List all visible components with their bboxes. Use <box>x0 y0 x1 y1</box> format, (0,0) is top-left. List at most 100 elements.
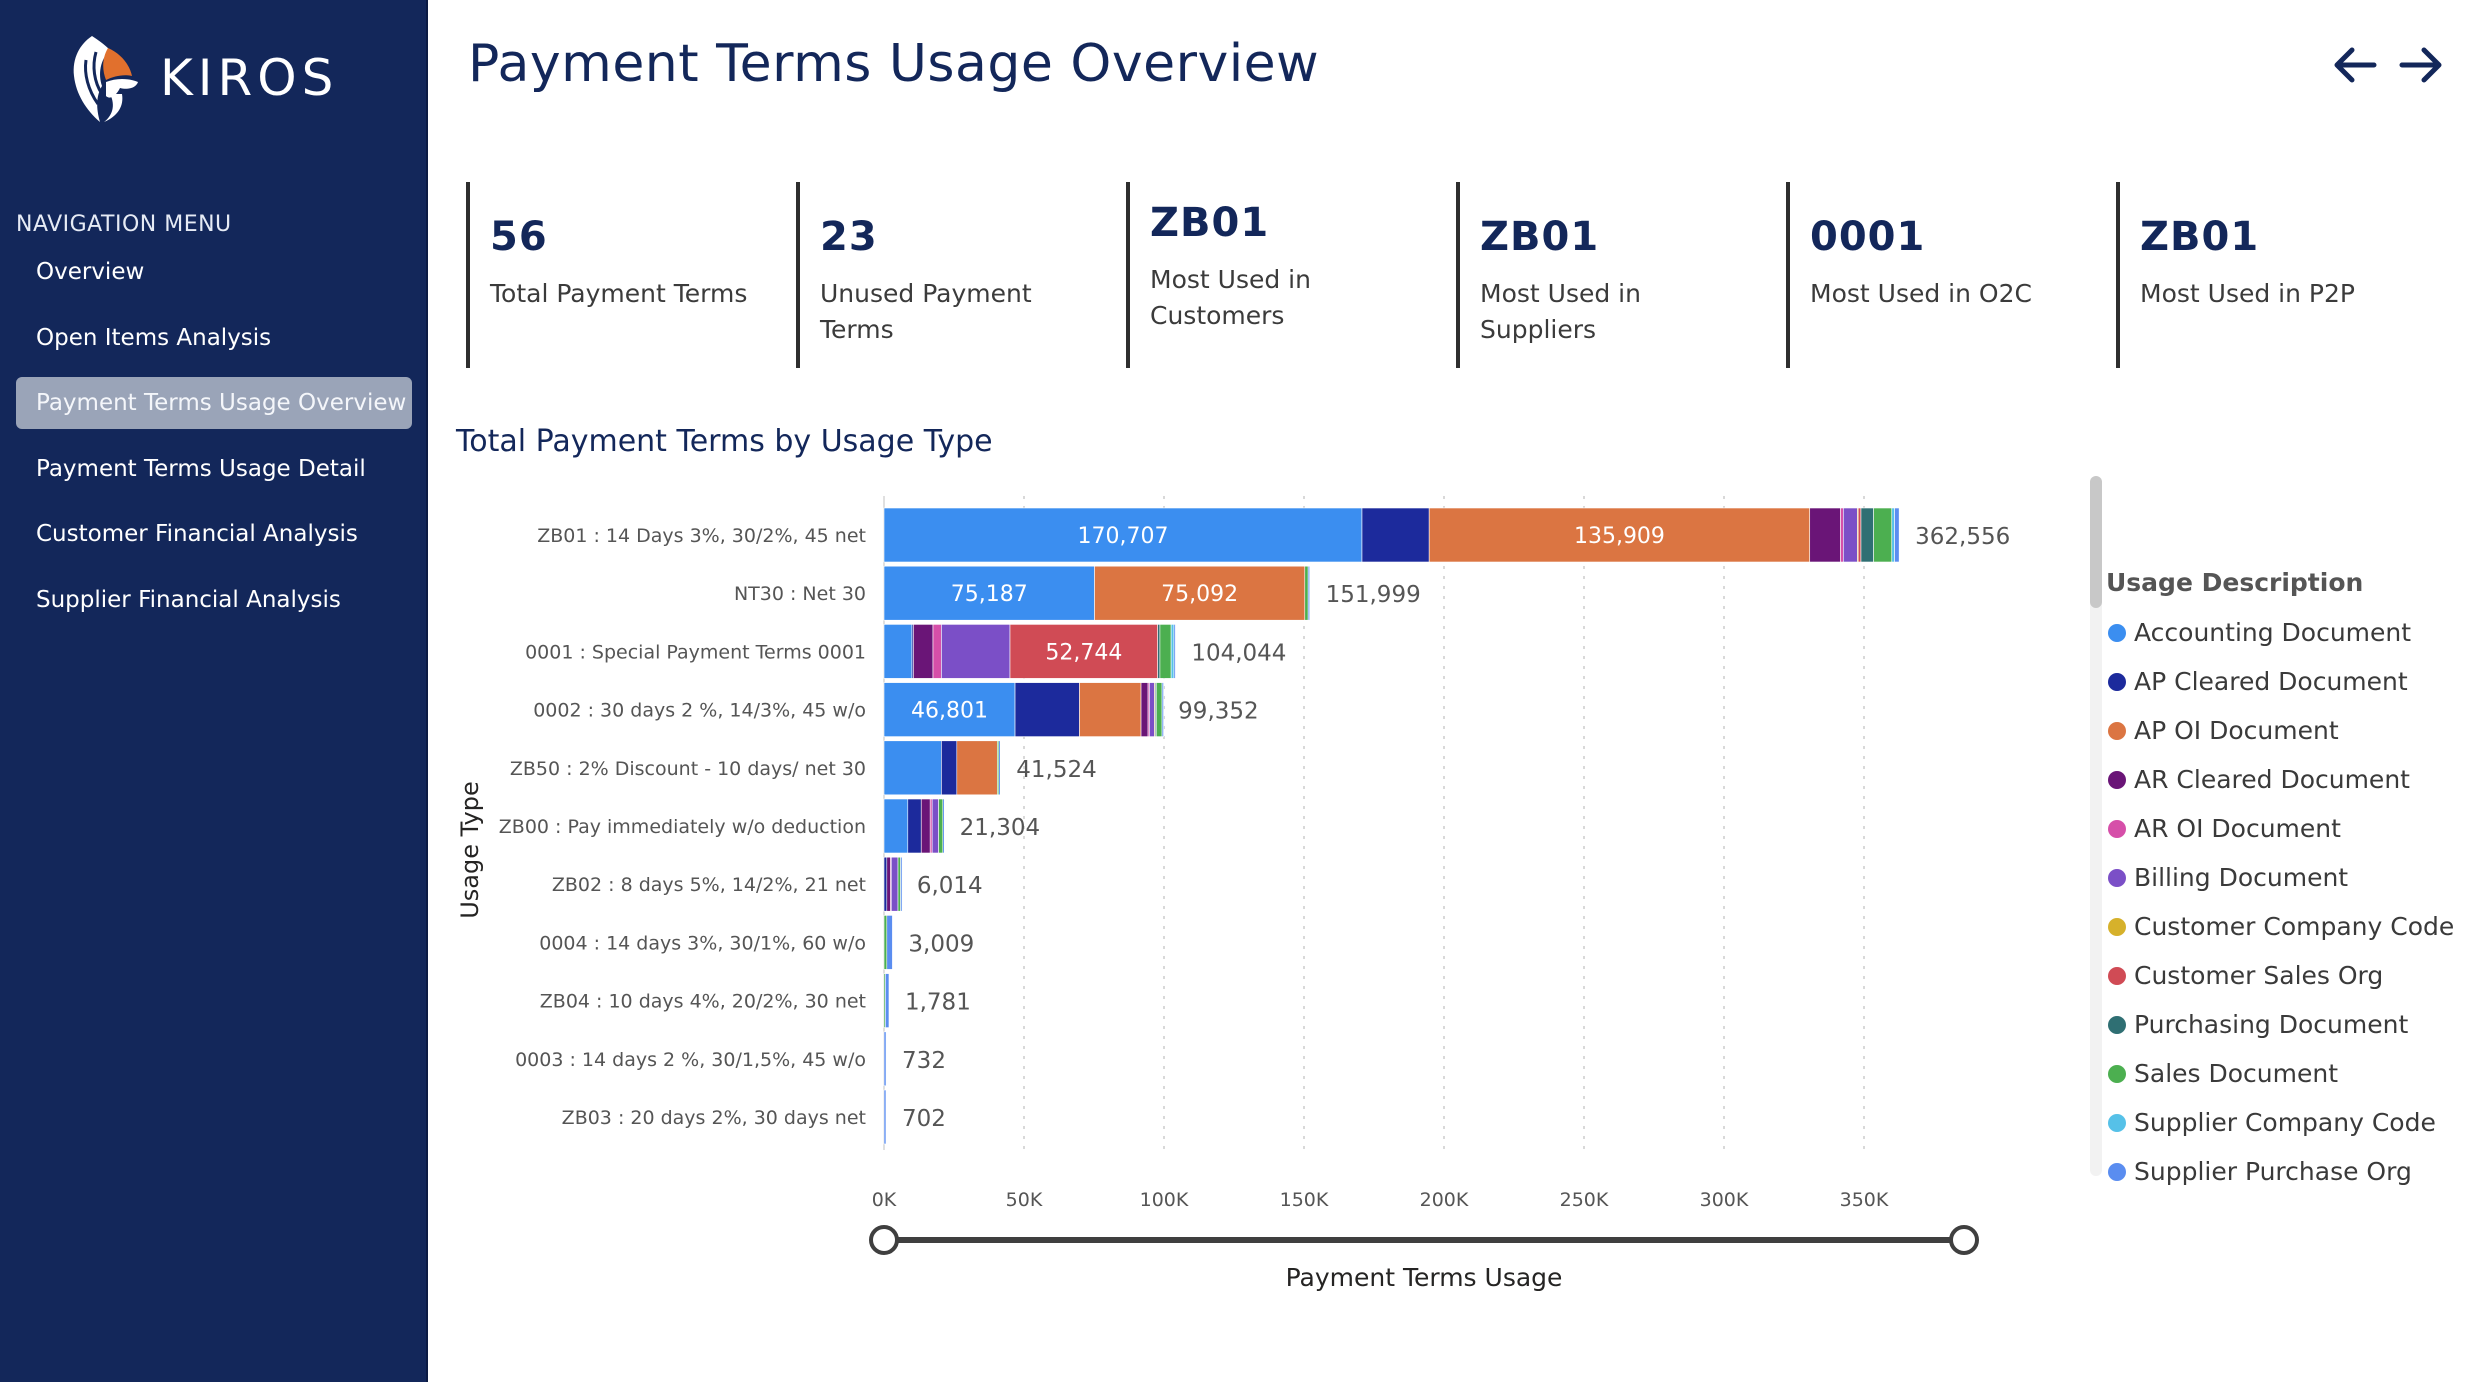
bar-segment <box>1156 682 1163 737</box>
bar-segment <box>1860 507 1874 563</box>
data-label: 170,707 <box>1077 524 1168 549</box>
legend-item[interactable]: AP Cleared Document <box>2108 657 2454 706</box>
kpi-label: Total Payment Terms <box>490 279 748 308</box>
x-tick-label: 200K <box>1420 1189 1469 1211</box>
bar-segment <box>883 507 1363 563</box>
total-label: 732 <box>902 1048 946 1074</box>
legend-label: Supplier Purchase Org <box>2134 1157 2412 1186</box>
kpi-label: Most Used in Suppliers <box>1480 279 1641 344</box>
legend-swatch <box>2108 917 2126 936</box>
stacked-bar-chart: Usage Type ZB01 : 14 Days 3%, 30/2%, 45 n… <box>456 496 2010 1292</box>
bar-segment <box>1843 507 1858 563</box>
x-tick-label: 50K <box>1006 1189 1043 1211</box>
legend-label: Customer Company Code <box>2134 912 2455 941</box>
legend-item[interactable]: Customer Company Code <box>2108 902 2454 951</box>
total-label: 3,009 <box>908 931 974 957</box>
forward-arrow-icon[interactable] <box>2396 40 2446 90</box>
legend-item[interactable]: AP OI Document <box>2108 706 2454 755</box>
kpi-label: Most Used in O2C <box>1810 279 2032 308</box>
nav-item-payment-terms-usage-overview[interactable]: Payment Terms Usage Overview <box>16 377 412 429</box>
category-label: ZB04 : 10 days 4%, 20/2%, 30 net <box>540 991 866 1013</box>
legend-scrollbar[interactable] <box>2090 476 2102 1176</box>
total-label: 6,014 <box>917 873 983 899</box>
x-axis-title: Payment Terms Usage <box>1286 1263 1563 1292</box>
bar-segment <box>900 856 903 912</box>
legend-item[interactable]: Supplier Purchase Org <box>2108 1147 2454 1196</box>
legend-item[interactable]: Billing Document <box>2108 853 2454 902</box>
bar-segment <box>886 915 893 970</box>
category-label: ZB02 : 8 days 5%, 14/2%, 21 net <box>552 874 866 896</box>
category-label: 0003 : 14 days 2 %, 30/1,5%, 45 w/o <box>515 1049 866 1071</box>
bar-segment <box>883 624 913 679</box>
kpi-label: Most Used in Customers <box>1150 265 1311 330</box>
bar-segment <box>1170 624 1175 679</box>
bar-segment <box>907 798 922 854</box>
bar-segment <box>1840 507 1844 563</box>
legend-item[interactable]: Supplier Company Code <box>2108 1098 2454 1147</box>
data-label: 52,744 <box>1045 640 1122 665</box>
x-tick-label: 250K <box>1560 1189 1609 1211</box>
bar-segment <box>1428 507 1811 563</box>
legend-item[interactable]: Customer Sales Org <box>2108 951 2454 1000</box>
total-label: 1,781 <box>905 990 971 1016</box>
page-navigation <box>2330 40 2446 90</box>
back-arrow-icon[interactable] <box>2330 40 2380 90</box>
bar-segment <box>1857 507 1862 563</box>
bar-segment <box>883 856 888 912</box>
legend-item[interactable]: Sales Document <box>2108 1049 2454 1098</box>
nav-item-payment-terms-usage-detail[interactable]: Payment Terms Usage Detail <box>36 455 366 482</box>
kpi-value: 0001 <box>1810 214 1926 260</box>
kpi-value: 56 <box>490 214 548 260</box>
data-label: 46,801 <box>911 699 988 724</box>
legend-label: AP OI Document <box>2134 716 2339 745</box>
kpi-most-used-customers: ZB01 Most Used in Customers <box>1126 182 1320 368</box>
legend-item[interactable]: AR OI Document <box>2108 804 2454 853</box>
bar-segment <box>883 915 888 970</box>
bar-segment <box>1014 682 1080 737</box>
legend-swatch <box>2108 1162 2126 1181</box>
kpi-label: Unused Payment Terms <box>820 279 1032 344</box>
kpi-most-used-p2p: ZB01 Most Used in P2P <box>2116 182 2420 368</box>
legend-swatch <box>2108 1015 2126 1034</box>
nav-item-supplier-financial-analysis[interactable]: Supplier Financial Analysis <box>36 586 341 613</box>
chart-title: Total Payment Terms by Usage Type <box>456 424 993 459</box>
kpi-most-used-suppliers: ZB01 Most Used in Suppliers <box>1456 182 1760 368</box>
category-label: 0002 : 30 days 2 %, 14/3%, 45 w/o <box>533 700 866 722</box>
nav-item-customer-financial-analysis[interactable]: Customer Financial Analysis <box>36 521 358 547</box>
bar-segment <box>883 565 1095 621</box>
total-label: 151,999 <box>1326 582 1421 608</box>
bar-segment <box>1140 682 1149 737</box>
bar-segment <box>883 1031 887 1087</box>
bar-segment <box>932 624 942 679</box>
scrollbar-thumb[interactable] <box>2090 476 2102 608</box>
data-label: 75,092 <box>1161 582 1238 607</box>
brand-logo[interactable]: KIROS <box>62 30 338 126</box>
nav-item-open-items-analysis[interactable]: Open Items Analysis <box>36 324 272 351</box>
range-slider-start-handle[interactable] <box>869 1225 899 1255</box>
legend-label: AR Cleared Document <box>2134 765 2410 794</box>
nav-item-overview[interactable]: Overview <box>36 259 145 285</box>
bar-segment <box>942 798 945 854</box>
kpi-most-used-o2c: 0001 Most Used in O2C <box>1786 182 2090 368</box>
x-tick-label: 350K <box>1840 1189 1889 1211</box>
legend-item[interactable]: AR Cleared Document <box>2108 755 2454 804</box>
legend-swatch <box>2108 1113 2126 1132</box>
bar-segment <box>1873 507 1893 563</box>
page-title: Payment Terms Usage Overview <box>468 34 1320 94</box>
category-label: 0001 : Special Payment Terms 0001 <box>525 641 866 663</box>
x-tick-label: 100K <box>1140 1189 1189 1211</box>
bar-segment <box>941 624 1011 679</box>
legend-item[interactable]: Accounting Document <box>2108 608 2454 657</box>
legend-item[interactable]: Purchasing Document <box>2108 1000 2454 1049</box>
legend-label: AR OI Document <box>2134 814 2341 843</box>
x-tick-label: 150K <box>1280 1189 1329 1211</box>
bar-segment <box>1079 682 1142 737</box>
bar-segment <box>1894 507 1900 563</box>
range-slider-end-handle[interactable] <box>1949 1225 1979 1255</box>
total-label: 41,524 <box>1016 757 1096 783</box>
legend-title: Usage Description <box>2106 568 2364 597</box>
legend-swatch <box>2108 868 2126 887</box>
legend-swatch <box>2108 672 2126 691</box>
legend-label: Supplier Company Code <box>2134 1108 2436 1137</box>
sidebar: KIROS NAVIGATION MENU Overview Open Item… <box>0 0 428 1382</box>
